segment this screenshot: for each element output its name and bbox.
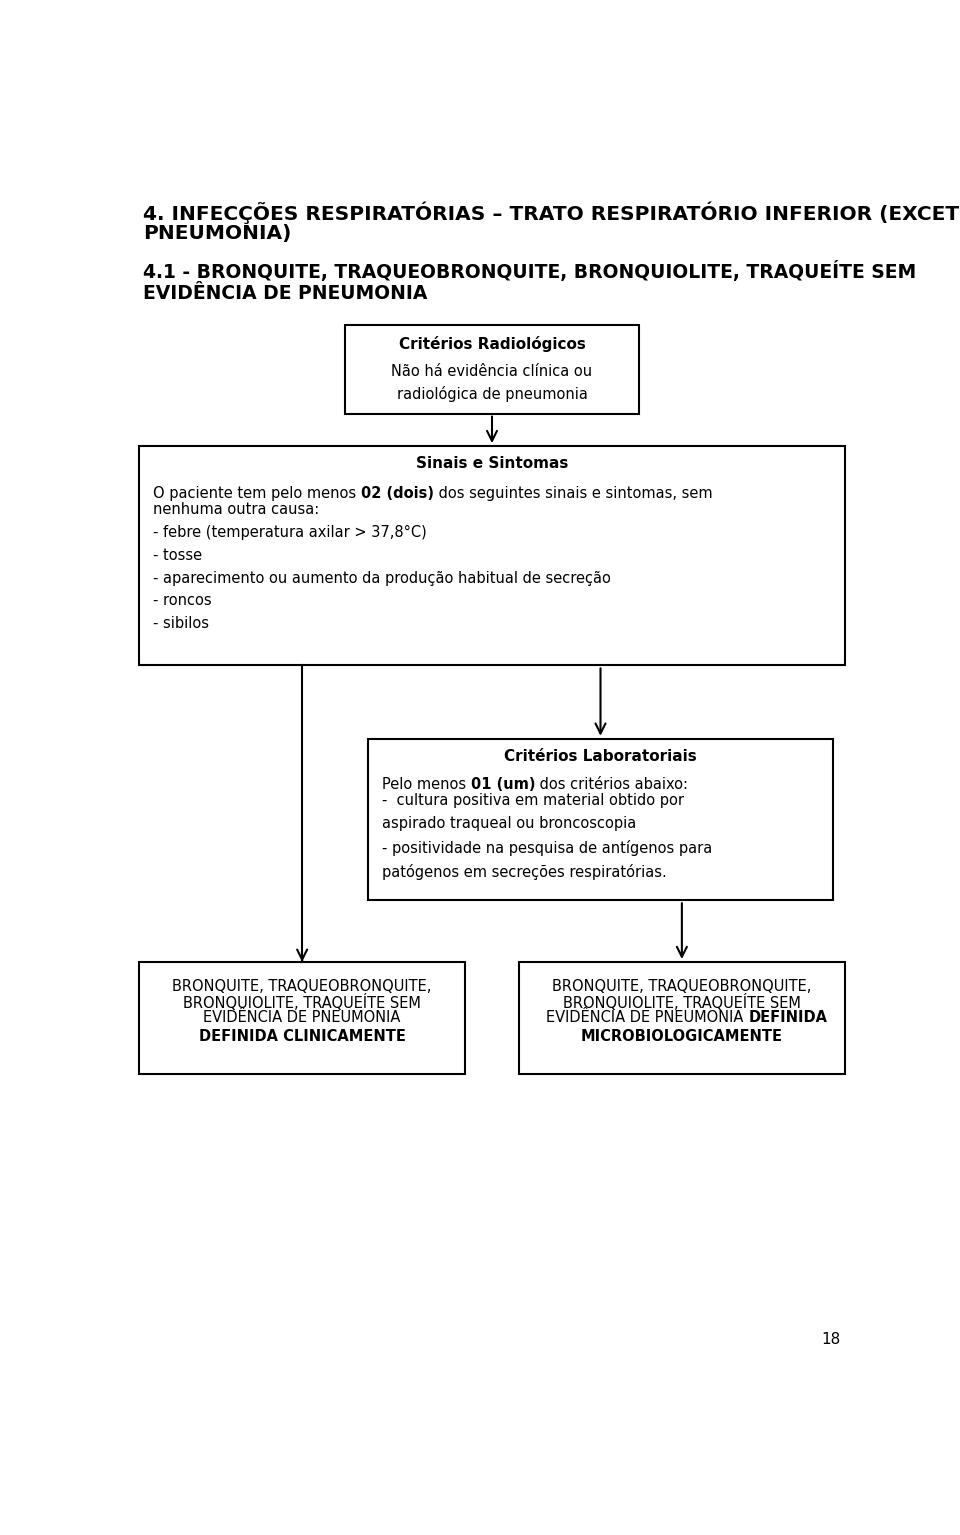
- Text: Sinais e Sintomas: Sinais e Sintomas: [416, 456, 568, 471]
- FancyBboxPatch shape: [345, 325, 639, 413]
- Text: nenhuma outra causa:
- febre (temperatura axilar > 37,8°C)
- tosse
- apareciment: nenhuma outra causa: - febre (temperatur…: [154, 502, 612, 631]
- Text: Critérios Laboratoriais: Critérios Laboratoriais: [504, 749, 697, 764]
- Text: BRONQUIOLITE, TRAQUEÍTE SEM: BRONQUIOLITE, TRAQUEÍTE SEM: [563, 995, 801, 1012]
- Text: 18: 18: [822, 1332, 841, 1346]
- FancyBboxPatch shape: [368, 738, 833, 901]
- FancyBboxPatch shape: [139, 962, 465, 1073]
- Text: DEFINIDA CLINICAMENTE: DEFINIDA CLINICAMENTE: [199, 1028, 405, 1044]
- Text: 02 (dois): 02 (dois): [361, 487, 434, 500]
- Text: Não há evidência clínica ou
radiológica de pneumonia: Não há evidência clínica ou radiológica …: [392, 364, 592, 402]
- Text: dos critérios abaixo:: dos critérios abaixo:: [536, 777, 688, 792]
- Text: BRONQUITE, TRAQUEOBRONQUITE,: BRONQUITE, TRAQUEOBRONQUITE,: [552, 979, 811, 993]
- FancyBboxPatch shape: [519, 962, 845, 1073]
- Text: 4. INFECÇÕES RESPIRATÓRIAS – TRATO RESPIRATÓRIO INFERIOR (EXCETO: 4. INFECÇÕES RESPIRATÓRIAS – TRATO RESPI…: [143, 201, 960, 224]
- Text: EVIDÊNCIA DE PNEUMONIA: EVIDÊNCIA DE PNEUMONIA: [204, 1010, 401, 1025]
- Text: -  cultura positiva em material obtido por
aspirado traqueal ou broncoscopia
- p: - cultura positiva em material obtido po…: [382, 794, 712, 880]
- FancyBboxPatch shape: [139, 447, 845, 666]
- Text: O paciente tem pelo menos: O paciente tem pelo menos: [154, 487, 361, 500]
- Text: BRONQUITE, TRAQUEOBRONQUITE,: BRONQUITE, TRAQUEOBRONQUITE,: [173, 979, 432, 993]
- Text: Pelo menos: Pelo menos: [382, 777, 470, 792]
- Text: EVIDÊNCIA DE PNEUMONIA: EVIDÊNCIA DE PNEUMONIA: [143, 284, 427, 304]
- Text: 4.1 - BRONQUITE, TRAQUEOBRONQUITE, BRONQUIOLITE, TRAQUEÍTE SEM: 4.1 - BRONQUITE, TRAQUEOBRONQUITE, BRONQ…: [143, 261, 917, 282]
- Text: PNEUMONIA): PNEUMONIA): [143, 224, 292, 243]
- Text: EVIDÊNCIA DE PNEUMONIA: EVIDÊNCIA DE PNEUMONIA: [546, 1010, 749, 1025]
- Text: MICROBIOLOGICAMENTE: MICROBIOLOGICAMENTE: [581, 1028, 782, 1044]
- Text: dos seguintes sinais e sintomas, sem: dos seguintes sinais e sintomas, sem: [434, 487, 712, 500]
- Text: BRONQUIOLITE, TRAQUEÍTE SEM: BRONQUIOLITE, TRAQUEÍTE SEM: [183, 995, 421, 1012]
- Text: 01 (um): 01 (um): [470, 777, 536, 792]
- Text: DEFINIDA: DEFINIDA: [749, 1010, 828, 1025]
- Text: Critérios Radiológicos: Critérios Radiológicos: [398, 336, 586, 352]
